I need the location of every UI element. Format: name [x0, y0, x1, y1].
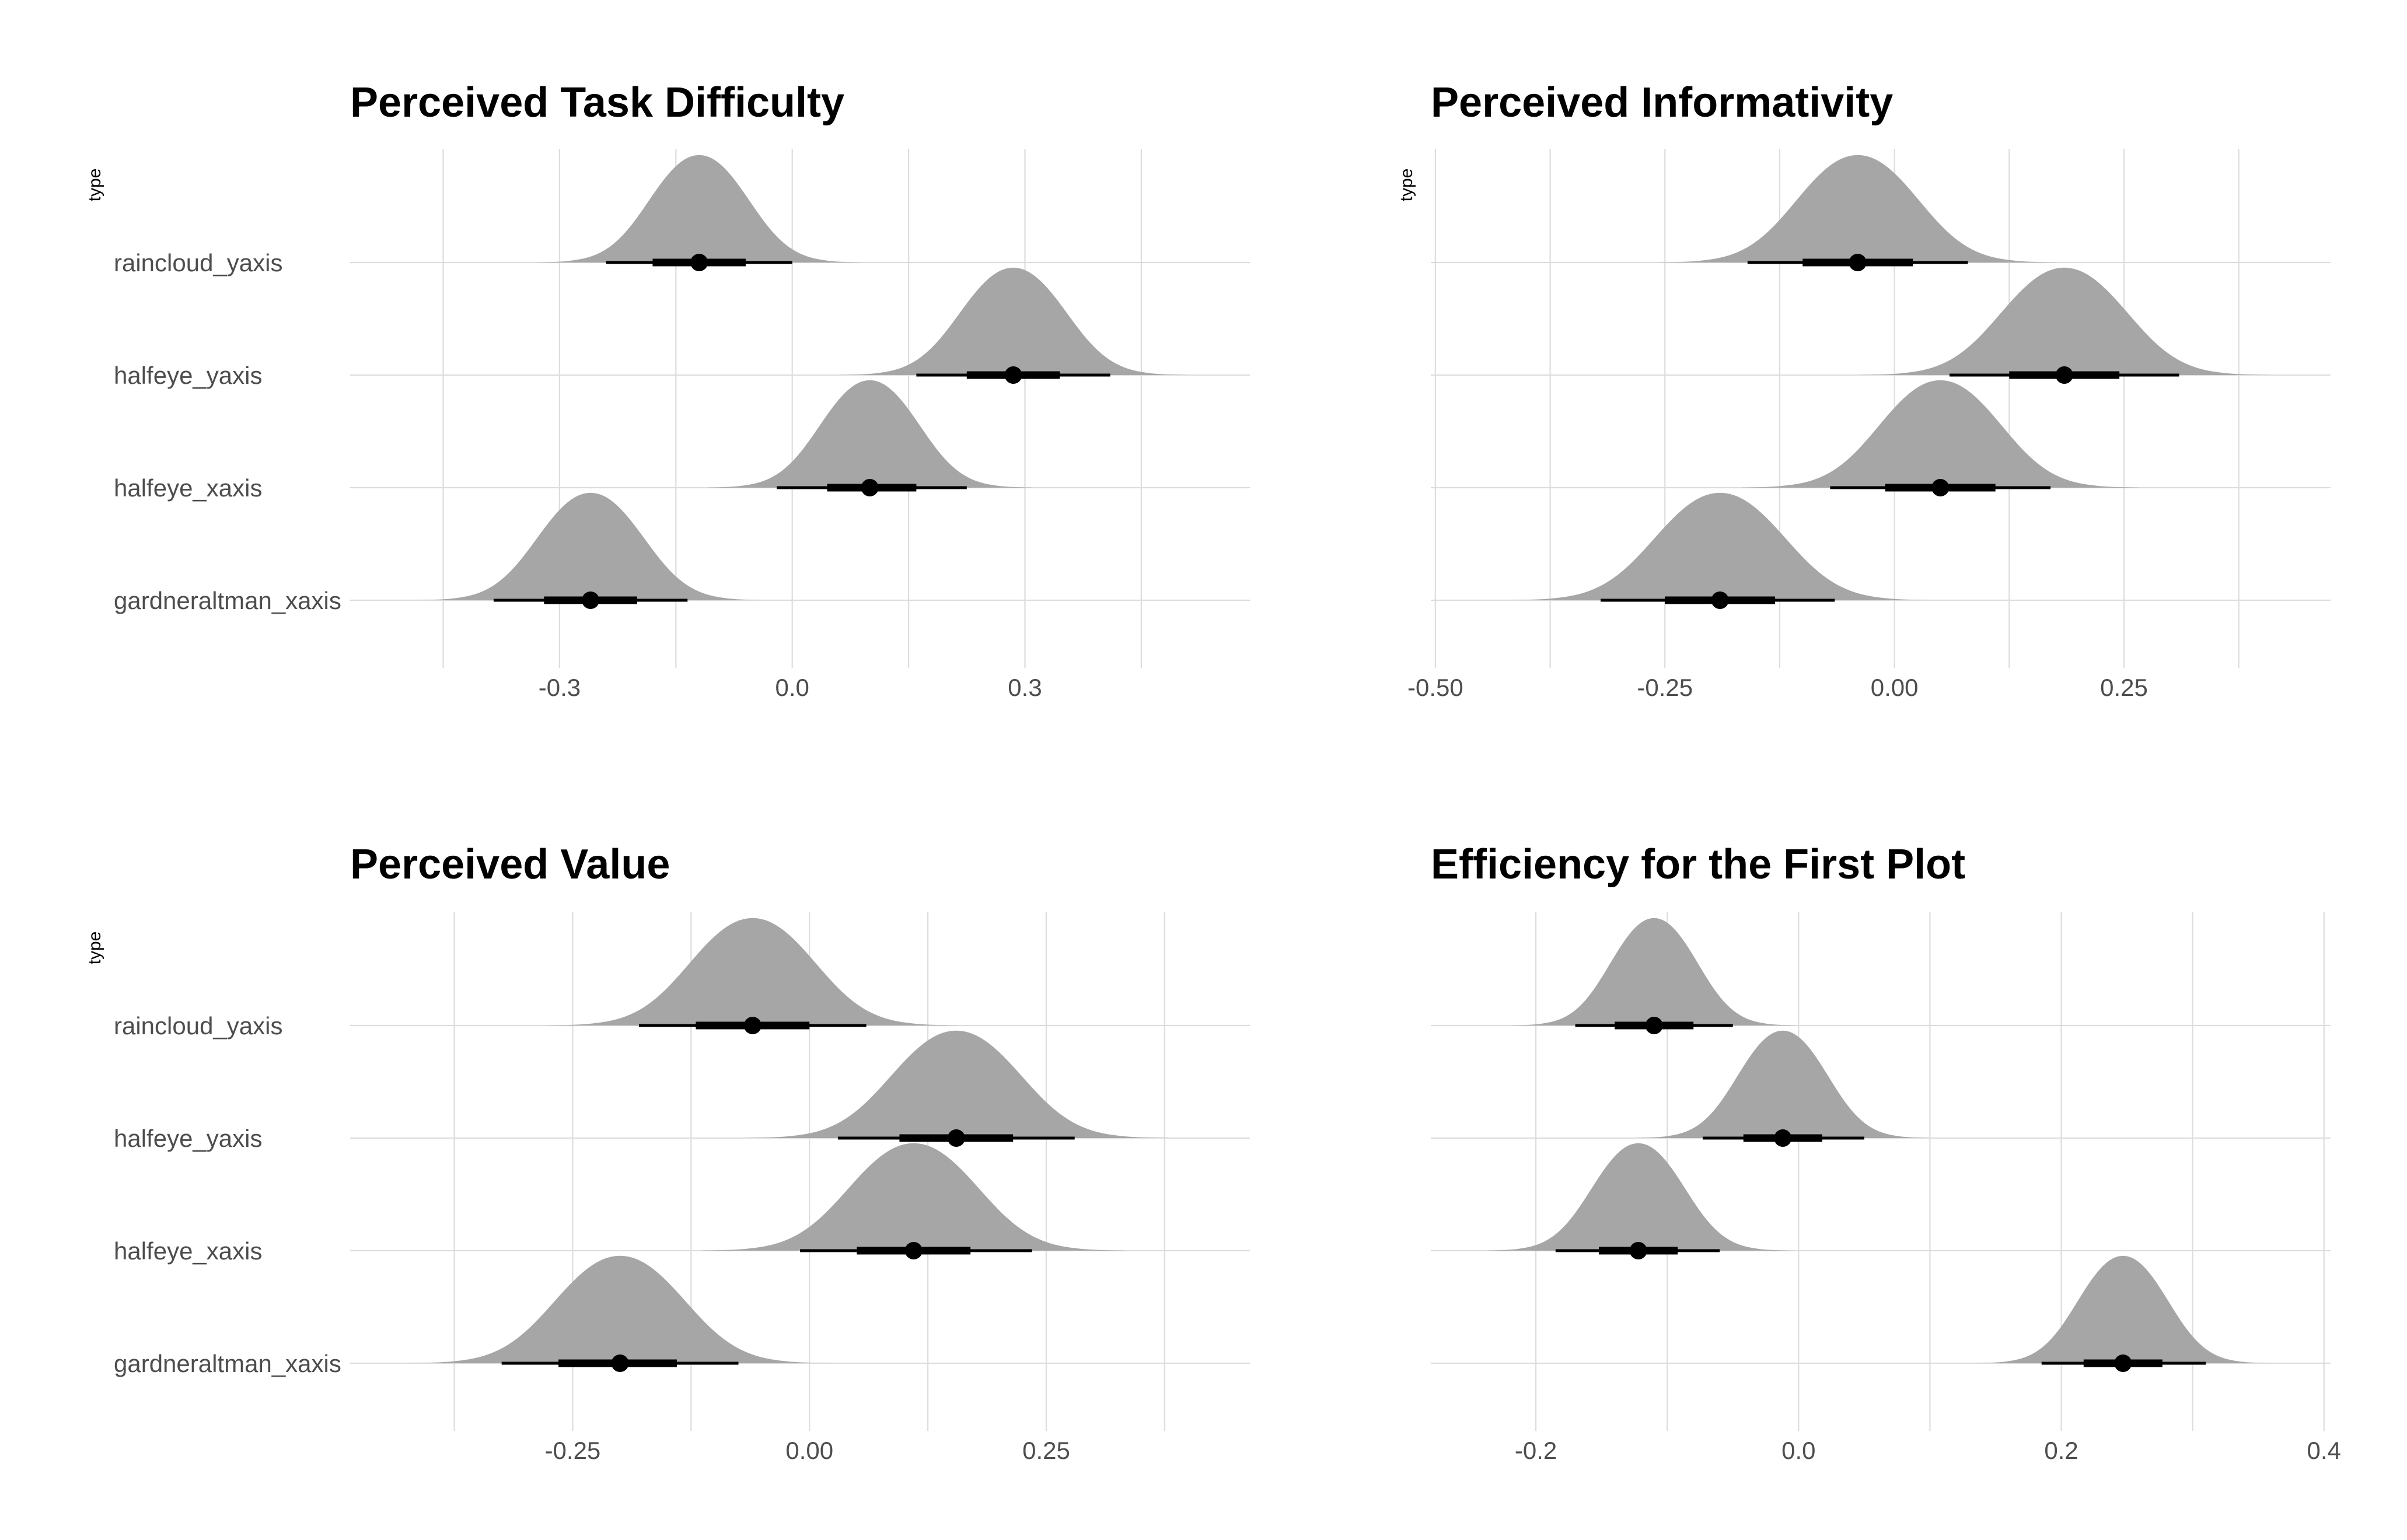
- density-halfeye_yaxis: [840, 267, 1187, 375]
- median-point-halfeye_xaxis: [861, 479, 879, 496]
- median-point-halfeye_yaxis: [1004, 366, 1022, 384]
- row-label-gardneraltman_xaxis: gardneraltman_xaxis: [114, 587, 341, 614]
- density-gardneraltman_xaxis: [417, 492, 764, 600]
- row-label-raincloud_yaxis: raincloud_yaxis: [114, 1012, 283, 1040]
- panel-4: Efficiency for the First Plot -0.2 0.0 0.2 0…: [1431, 841, 2341, 1464]
- density-raincloud_yaxis: [1659, 155, 2056, 262]
- density-raincloud_yaxis: [548, 918, 958, 1026]
- y-axis-title: type: [85, 932, 104, 965]
- median-point-halfeye_yaxis: [947, 1129, 965, 1147]
- x-tick-label: 0.4: [2307, 1437, 2341, 1464]
- x-tick-label: 0.3: [1008, 674, 1042, 701]
- median-point-halfeye_yaxis: [2055, 366, 2073, 384]
- density-halfeye_xaxis: [1487, 1143, 1790, 1251]
- panel-2: Perceived Informativity type -0.50 -0.25 0.0…: [1397, 79, 2331, 701]
- panel-title: Perceived Informativity: [1431, 79, 1893, 126]
- x-tick-label: -0.50: [1407, 674, 1463, 701]
- density-raincloud_yaxis: [1512, 918, 1796, 1026]
- density-raincloud_yaxis: [537, 155, 861, 262]
- median-point-gardneraltman_xaxis: [611, 1354, 629, 1372]
- panel-title: Efficiency for the First Plot: [1431, 841, 1965, 888]
- row-label-gardneraltman_xaxis: gardneraltman_xaxis: [114, 1350, 341, 1377]
- density-halfeye_xaxis: [708, 380, 1032, 488]
- row-label-halfeye_xaxis: halfeye_xaxis: [114, 474, 262, 502]
- row-label-halfeye_yaxis: halfeye_yaxis: [114, 1125, 262, 1152]
- x-tick-label: -0.2: [1515, 1437, 1557, 1464]
- x-tick-label: -0.3: [539, 674, 581, 701]
- panel-title: Perceived Value: [350, 841, 670, 888]
- x-tick-label: 0.25: [1022, 1437, 1070, 1464]
- y-axis-title: type: [85, 169, 104, 202]
- x-tick-label: -0.25: [545, 1437, 601, 1464]
- x-tick-label: 0.0: [1781, 1437, 1815, 1464]
- y-axis-title: type: [1397, 169, 1416, 202]
- median-point-halfeye_xaxis: [904, 1242, 923, 1259]
- median-point-gardneraltman_xaxis: [582, 592, 600, 609]
- median-point-raincloud_yaxis: [1849, 254, 1867, 271]
- x-tick-label: -0.25: [1637, 674, 1693, 701]
- panel-3: Perceived Value type raincloud_yaxishalfey…: [85, 841, 1250, 1464]
- row-label-halfeye_yaxis: halfeye_yaxis: [114, 362, 262, 389]
- median-point-halfeye_xaxis: [1629, 1242, 1647, 1259]
- panel-1: Perceived Task Difficulty type raincloud_y…: [85, 79, 1250, 701]
- median-point-halfeye_xaxis: [1931, 479, 1950, 496]
- x-tick-label: 0.25: [2100, 674, 2148, 701]
- median-point-raincloud_yaxis: [1645, 1017, 1663, 1034]
- density-halfeye_xaxis: [1742, 380, 2139, 488]
- density-gardneraltman_xaxis: [408, 1255, 832, 1363]
- density-halfeye_yaxis: [1636, 1030, 1930, 1138]
- median-point-raincloud_yaxis: [690, 254, 708, 271]
- median-point-raincloud_yaxis: [743, 1017, 761, 1034]
- density-halfeye_xaxis: [702, 1143, 1126, 1251]
- x-tick-label: 0.0: [775, 674, 809, 701]
- panel-title: Perceived Task Difficulty: [350, 79, 844, 126]
- row-label-raincloud_yaxis: raincloud_yaxis: [114, 249, 283, 276]
- density-halfeye_yaxis: [1859, 267, 2269, 375]
- density-gardneraltman_xaxis: [1508, 492, 1932, 600]
- x-tick-label: 0.00: [785, 1437, 833, 1464]
- median-point-halfeye_yaxis: [1774, 1129, 1792, 1147]
- density-gardneraltman_xaxis: [1976, 1255, 2270, 1363]
- x-tick-label: 0.2: [2044, 1437, 2078, 1464]
- row-label-halfeye_xaxis: halfeye_xaxis: [114, 1237, 262, 1265]
- x-tick-label: 0.00: [1871, 674, 1919, 701]
- density-halfeye_yaxis: [745, 1030, 1168, 1138]
- median-point-gardneraltman_xaxis: [1711, 592, 1729, 609]
- median-point-gardneraltman_xaxis: [2114, 1354, 2132, 1372]
